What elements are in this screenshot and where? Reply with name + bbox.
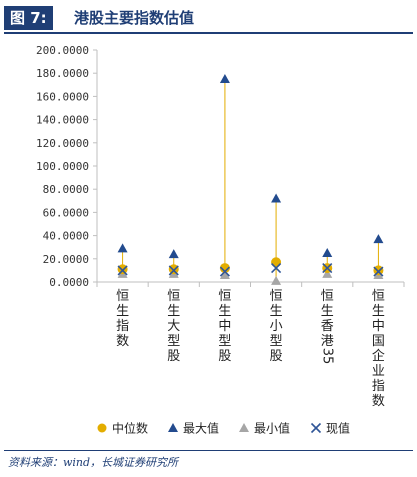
figure-header: 图 7: 港股主要指数估值: [4, 6, 413, 34]
current-point: [219, 266, 230, 277]
y-tick-label: 0.0000: [49, 276, 89, 289]
median-point: [373, 265, 384, 276]
figure-number: 图 7:: [4, 6, 53, 30]
source-note: 资料来源：wind，长城证券研究所: [8, 456, 179, 469]
y-tick-label: 180.0000: [36, 67, 89, 80]
min-point: [271, 275, 282, 285]
median-point: [168, 264, 179, 275]
max-point: [322, 248, 333, 257]
current-point: [271, 263, 282, 274]
category-char: 股: [218, 349, 231, 364]
legend-item: 最大值: [168, 421, 219, 436]
category-char: 恒: [167, 289, 180, 304]
category-char: 指: [116, 319, 129, 334]
x-stroke: [168, 265, 179, 276]
axes: 0.0000 20.0000 40.0000 60.0000 80.0000 100.00…: [36, 44, 405, 289]
y-tick-label: 200.0000: [36, 44, 89, 57]
category-char: 小: [270, 319, 283, 334]
category-char: 数: [116, 334, 129, 349]
legend-label: 现值: [326, 421, 350, 436]
range-stems: [122, 79, 379, 281]
y-tick-label: 140.0000: [36, 114, 89, 127]
footer-divider: [4, 450, 413, 451]
category-char: 香: [321, 319, 334, 334]
min-point: [322, 268, 333, 278]
category-char: 股: [270, 349, 283, 364]
max-point: [271, 193, 282, 203]
legend-item: 中位数: [97, 421, 148, 436]
legend-marker: [97, 423, 107, 433]
category-char: 型: [218, 334, 231, 349]
legend-marker: [168, 423, 178, 432]
legend: 中位数 最大值 最小值 现值: [97, 421, 350, 436]
category-char: 恒: [321, 289, 334, 304]
y-tick-label: 120.0000: [36, 137, 89, 150]
category-char: 恒: [372, 289, 385, 304]
category-char: 生: [270, 304, 283, 319]
x-stroke: [117, 265, 128, 276]
legend-item: 最小值: [239, 421, 290, 436]
category-char: 业: [372, 364, 385, 379]
category-char: 35: [319, 348, 334, 365]
category-char: 型: [270, 334, 283, 349]
category-char: 港: [321, 334, 334, 349]
legend-label: 中位数: [112, 421, 148, 436]
category-char: 生: [167, 304, 180, 319]
category-char: 股: [167, 349, 180, 364]
max-point: [219, 74, 230, 83]
category-char: 恒: [270, 289, 283, 304]
y-tick-label: 80.0000: [43, 183, 89, 196]
x-stroke: [322, 263, 333, 274]
y-tick-label: 20.0000: [43, 253, 89, 266]
legend-item: 现值: [310, 421, 350, 436]
chart-area: 0.0000 20.0000 40.0000 60.0000 80.0000 100.00…: [36, 44, 405, 436]
category-char: 中: [372, 319, 385, 334]
category-char: 恒: [218, 289, 231, 304]
max-point: [168, 249, 179, 259]
y-tick-label: 160.0000: [36, 90, 89, 103]
category-char: 企: [372, 348, 385, 364]
median-point: [219, 263, 230, 274]
median-point: [117, 264, 128, 275]
category-char: 生: [116, 304, 129, 319]
current-point: [168, 265, 179, 276]
max-point: [117, 243, 128, 253]
category-char: 生: [372, 304, 385, 319]
chart-title: 港股主要指数估值: [74, 9, 195, 27]
legend-label: 最大值: [183, 421, 219, 436]
current-point: [373, 266, 384, 277]
current-point: [117, 265, 128, 276]
x-stroke: [373, 266, 384, 277]
legend-marker: [239, 423, 249, 432]
category-char: 生: [321, 304, 334, 319]
y-tick-label: 100.0000: [36, 160, 89, 173]
category-char: 指: [372, 379, 385, 394]
max-point: [373, 234, 384, 244]
median-point: [271, 257, 282, 268]
data-marks: [117, 74, 384, 285]
legend-marker: [310, 422, 322, 434]
category-char: 国: [372, 334, 385, 349]
min-point: [219, 270, 230, 280]
category-char: 中: [218, 319, 231, 334]
category-char: 型: [167, 334, 180, 349]
category-char: 生: [218, 304, 231, 319]
x-stroke: [219, 266, 230, 277]
x-stroke: [310, 422, 322, 434]
category-char: 数: [372, 394, 385, 409]
current-point: [322, 263, 333, 274]
y-tick-label: 40.0000: [43, 230, 89, 243]
category-char: 恒: [116, 289, 129, 304]
category-char: 大: [167, 319, 180, 334]
x-stroke: [271, 263, 282, 274]
y-tick-label: 60.0000: [43, 206, 89, 219]
legend-label: 最小值: [254, 421, 290, 436]
